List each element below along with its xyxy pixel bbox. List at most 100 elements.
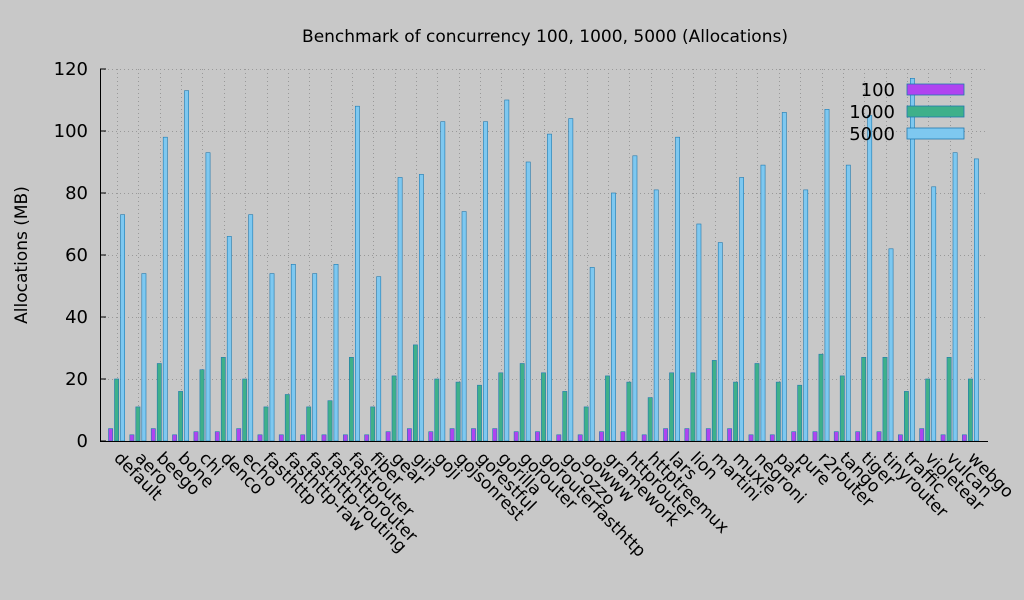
bar	[760, 164, 766, 442]
bar	[583, 406, 589, 442]
legend-label: 5000	[849, 124, 895, 145]
bar	[876, 431, 882, 442]
bar	[178, 391, 183, 442]
bar	[257, 434, 263, 442]
bar	[818, 353, 824, 442]
bar	[492, 428, 498, 442]
bar	[568, 118, 574, 442]
bar	[861, 356, 867, 442]
y-tick-label: 60	[65, 245, 88, 266]
bar	[855, 431, 861, 442]
bar	[156, 363, 162, 442]
legend-label: 1000	[849, 102, 895, 123]
bar	[967, 378, 973, 442]
bar	[562, 391, 568, 442]
bar	[641, 434, 647, 442]
bar	[172, 434, 177, 442]
bar	[312, 273, 318, 442]
bar	[547, 133, 552, 442]
bar	[412, 344, 418, 442]
bar	[449, 428, 455, 442]
bar	[370, 406, 376, 442]
bar	[931, 186, 937, 442]
bar	[812, 431, 818, 442]
bar	[461, 211, 467, 442]
bar	[226, 236, 232, 442]
bar	[108, 428, 113, 442]
bar	[791, 431, 797, 442]
legend-swatch	[906, 83, 965, 96]
bar	[946, 356, 952, 442]
bar	[775, 381, 781, 442]
bar	[940, 434, 946, 442]
bar	[220, 356, 226, 442]
bar	[129, 434, 135, 442]
bar	[455, 381, 461, 442]
bar	[135, 406, 141, 442]
bar	[348, 356, 354, 442]
y-tick-label: 0	[77, 431, 88, 452]
bar	[535, 431, 540, 442]
bar	[919, 428, 925, 442]
legend-swatch	[906, 105, 965, 118]
bar	[397, 177, 403, 442]
bar	[236, 428, 242, 442]
bar	[199, 369, 205, 442]
bar	[754, 363, 760, 442]
bar	[973, 158, 979, 442]
bar	[477, 384, 482, 442]
y-tick-label: 80	[65, 183, 88, 204]
bar	[833, 431, 839, 442]
bar	[290, 263, 296, 442]
bar	[519, 363, 525, 442]
bar	[839, 375, 845, 442]
bar	[882, 356, 888, 442]
legend-swatch	[906, 127, 965, 140]
bar	[733, 381, 738, 442]
bar	[541, 372, 546, 442]
bar	[278, 434, 284, 442]
bar	[184, 90, 189, 442]
bar	[376, 276, 382, 442]
bar	[364, 434, 370, 442]
bar	[925, 378, 931, 442]
bar	[845, 164, 851, 442]
bar	[961, 434, 967, 442]
bar	[525, 161, 531, 442]
bar	[333, 263, 339, 442]
bar	[684, 428, 690, 442]
bar	[611, 192, 616, 442]
bar	[903, 391, 909, 442]
bar	[888, 248, 894, 442]
bar	[385, 431, 391, 442]
y-axis-label: Allocations (MB)	[12, 186, 32, 324]
bar	[867, 115, 873, 442]
bar	[513, 431, 519, 442]
bar	[748, 434, 754, 442]
bar	[647, 397, 653, 442]
y-axis-ticks: 0 20 40 60 80 100 120	[54, 59, 106, 452]
bar	[711, 360, 717, 442]
bar	[205, 152, 211, 442]
bar	[769, 434, 775, 442]
bar	[428, 431, 434, 442]
bar	[300, 434, 306, 442]
bar	[434, 378, 440, 442]
bar	[471, 428, 476, 442]
bar	[327, 400, 333, 442]
bar	[269, 273, 275, 442]
y-tick-label: 20	[65, 369, 88, 390]
bar	[114, 378, 119, 442]
bar	[342, 434, 348, 442]
bar	[632, 155, 638, 442]
bar	[705, 428, 711, 442]
bar	[242, 378, 248, 442]
bar	[620, 431, 626, 442]
bar	[675, 136, 680, 442]
bar	[727, 428, 732, 442]
bars	[108, 78, 979, 442]
bar	[589, 267, 595, 442]
bar	[739, 177, 744, 442]
